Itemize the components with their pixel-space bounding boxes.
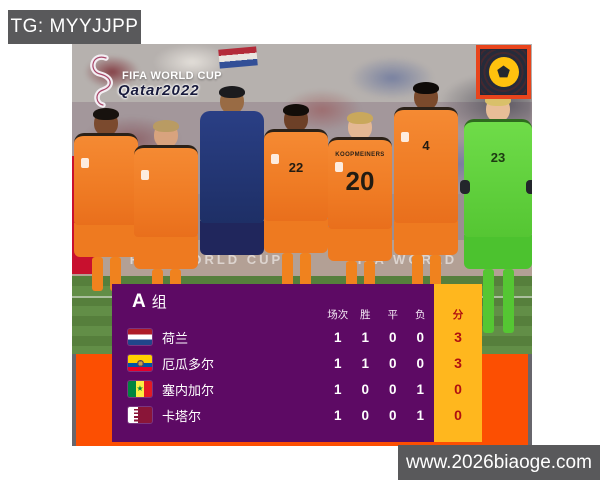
netherlands-crowd-flag — [218, 46, 258, 69]
team-name: 卡塔尔 — [162, 408, 202, 424]
goalkeeper-figure-23: 23 — [460, 94, 532, 333]
team-name: 塞内加尔 — [162, 382, 215, 398]
player-head — [413, 82, 439, 110]
table-row-netherlands: 荷兰 1 1 0 0 3 — [112, 324, 482, 350]
stat-values: 1 1 0 0 — [324, 356, 434, 371]
qatar-2022-wordmark: Qatar2022 — [118, 82, 200, 99]
drawn-value: 0 — [388, 407, 397, 423]
col-won: 胜 — [360, 308, 371, 321]
player-shorts — [264, 219, 328, 253]
player-jacket — [200, 111, 264, 223]
lost-value: 1 — [416, 381, 424, 397]
points-column-background — [434, 284, 482, 442]
channel-logo-box: ⬟ — [476, 45, 531, 99]
shirt-number: 23 — [490, 150, 506, 165]
team-name: 荷兰 — [162, 330, 189, 346]
player-head — [347, 112, 373, 140]
table-row-ecuador: 厄瓜多尔 1 1 0 0 3 — [112, 350, 482, 376]
player-head — [283, 104, 309, 132]
shirt-number: 22 — [288, 160, 304, 175]
goalkeeper-legs — [464, 269, 532, 333]
stat-headers: 场次 胜 平 负 — [324, 307, 434, 322]
ecuador-flag — [128, 355, 152, 371]
points-value: 3 — [454, 329, 462, 345]
col-lost: 负 — [415, 308, 426, 321]
shirt-number: 4 — [422, 138, 430, 153]
standings-rows: 荷兰 1 1 0 0 3 厄瓜多尔 1 1 0 0 3 — [112, 324, 482, 428]
player-shorts — [74, 223, 138, 257]
player-figure — [74, 108, 138, 291]
player-figure-4: 4 — [394, 82, 458, 289]
played-value: 1 — [333, 355, 342, 371]
fifa-world-cup-wordmark: FIFA WORLD CUP — [122, 70, 222, 82]
player-shirt: 4 — [394, 107, 458, 223]
points-value: 3 — [454, 355, 462, 371]
qatar-flag — [128, 407, 152, 423]
goalkeeper-glove — [460, 180, 470, 194]
player-head — [219, 86, 245, 114]
points-value: 0 — [454, 407, 462, 423]
stat-values: 1 0 0 1 — [324, 408, 434, 423]
flag-spacer — [128, 306, 152, 322]
group-letter: A — [132, 291, 146, 312]
netherlands-flag — [128, 329, 152, 345]
senegal-flag — [128, 381, 152, 397]
player-figure-navy — [200, 86, 264, 255]
player-shorts — [394, 221, 458, 255]
played-value: 1 — [333, 381, 342, 397]
played-value: 1 — [333, 329, 342, 345]
football-pentagon-icon: ⬟ — [488, 57, 519, 87]
goalkeeper-shorts — [464, 235, 532, 269]
won-value: 1 — [361, 329, 369, 345]
match-photo: FIFA WORLD CUP Qatar2022 ⬟ Coca-Cola FIF… — [72, 44, 532, 354]
player-figure-22: 22 — [264, 104, 328, 287]
player-figure — [134, 120, 198, 303]
col-played: 场次 — [327, 308, 349, 321]
player-figure-20: KOOPMEINERS 20 — [328, 112, 392, 295]
drawn-value: 0 — [388, 381, 397, 397]
world-cup-emblem-icon — [86, 52, 124, 112]
player-shirt: 22 — [264, 129, 328, 221]
col-points: 分 — [452, 308, 464, 321]
player-legs — [328, 261, 392, 295]
player-legs — [264, 253, 328, 287]
lost-value: 0 — [416, 329, 424, 345]
lost-value: 0 — [416, 355, 424, 371]
shirt-number: 20 — [345, 166, 375, 196]
won-value: 0 — [361, 407, 369, 423]
points-value: 0 — [454, 381, 462, 397]
table-row-qatar: 卡塔尔 1 0 0 1 0 — [112, 402, 482, 428]
goalkeeper-shirt: 23 — [460, 119, 532, 237]
player-shirt — [134, 145, 198, 237]
player-legs — [394, 255, 458, 289]
player-shorts — [134, 235, 198, 269]
website-watermark: www.2026biaoge.com — [398, 445, 600, 480]
player-shirt: KOOPMEINERS 20 — [328, 137, 392, 229]
standings-header-row: 场次 胜 平 负 分 — [112, 306, 482, 322]
drawn-value: 0 — [388, 329, 397, 345]
drawn-value: 0 — [388, 355, 397, 371]
played-value: 1 — [333, 407, 342, 423]
shirt-name: KOOPMEINERS — [335, 152, 385, 158]
player-shirt — [74, 133, 138, 225]
won-value: 0 — [361, 381, 369, 397]
player-shorts — [328, 227, 392, 261]
player-head — [93, 108, 119, 136]
team-name: 厄瓜多尔 — [162, 356, 215, 372]
telegram-handle-badge: TG: MYYJJPP — [8, 10, 141, 44]
stat-values: 1 0 0 1 — [324, 382, 434, 397]
player-shorts — [200, 221, 264, 255]
table-row-senegal: 塞内加尔 1 0 0 1 0 — [112, 376, 482, 402]
group-word: 组 — [151, 294, 167, 311]
goalkeeper-glove — [526, 180, 532, 194]
player-head — [153, 120, 179, 148]
player-legs — [74, 257, 138, 291]
won-value: 1 — [361, 355, 369, 371]
stat-values: 1 1 0 0 — [324, 330, 434, 345]
lost-value: 1 — [416, 407, 424, 423]
col-drawn: 平 — [387, 308, 399, 321]
